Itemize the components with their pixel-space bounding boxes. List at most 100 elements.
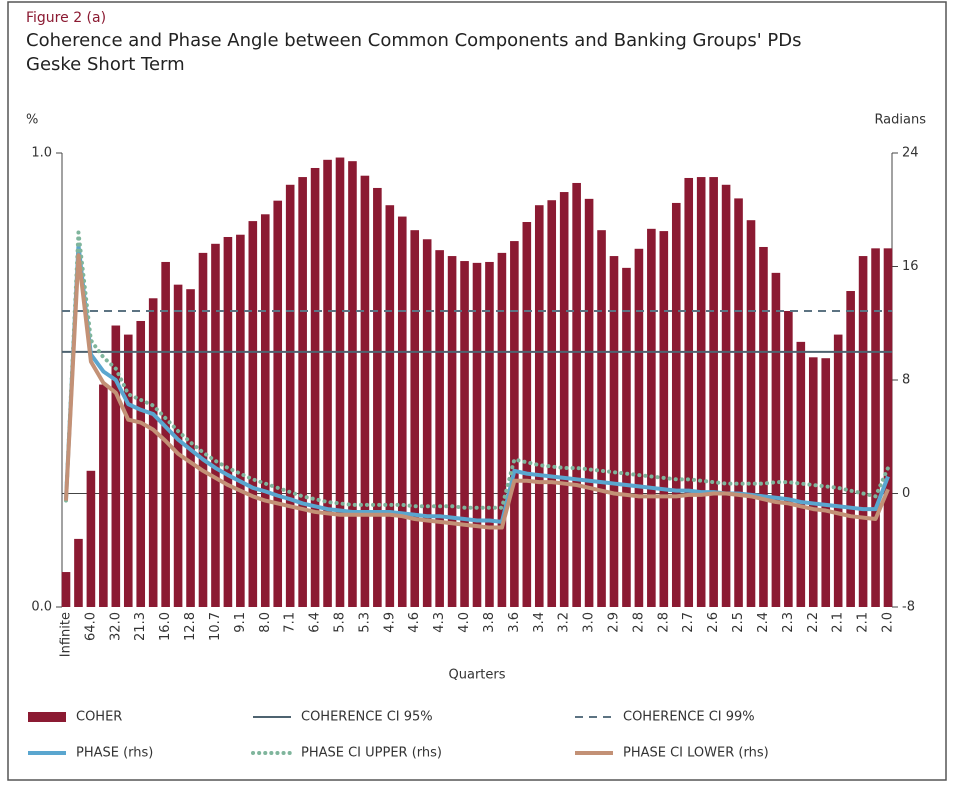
bar [572, 182, 581, 608]
bar [833, 334, 843, 607]
bar [647, 228, 656, 607]
legend-label: COHER [76, 710, 122, 725]
legend-swatch [28, 712, 66, 722]
legend-label: COHERENCE CI 95% [301, 710, 433, 725]
phase-line [64, 230, 890, 510]
x-tick-label: 2.0 [881, 612, 896, 633]
x-tick-label: 3.8 [482, 612, 497, 633]
legend-label: PHASE CI UPPER (rhs) [301, 746, 442, 761]
x-tick-label: 2.2 [806, 612, 821, 633]
bar [422, 239, 432, 607]
x-tick-label: 8.0 [258, 612, 273, 633]
bar [871, 248, 880, 607]
x-tick-label: 2.4 [756, 612, 771, 633]
bar [248, 221, 258, 607]
bar [335, 157, 345, 608]
bar [510, 241, 519, 608]
bar [721, 184, 731, 607]
bar [74, 538, 83, 607]
bar [99, 384, 108, 607]
bar [821, 358, 831, 607]
y2-tick-label: 24 [902, 146, 919, 161]
bar [485, 261, 494, 607]
x-tick-label: 2.9 [607, 612, 622, 633]
y2-axis-label: Radians [874, 113, 926, 128]
x-axis-label: Quarters [449, 668, 506, 683]
x-tick-label: 4.0 [457, 612, 472, 633]
bar [883, 248, 893, 607]
bar [609, 256, 619, 607]
bar [260, 214, 270, 608]
bar [298, 177, 307, 607]
bar [173, 284, 183, 607]
x-tick-label: 3.6 [507, 612, 522, 633]
bar [397, 216, 407, 607]
x-tick-label: Infinite [59, 612, 74, 657]
bar [472, 262, 482, 607]
x-tick-label: 5.8 [333, 612, 348, 633]
bar [696, 177, 706, 607]
bar [771, 272, 781, 607]
bar [497, 252, 507, 607]
bar [323, 159, 332, 607]
x-tick-label: 12.8 [183, 612, 198, 641]
bar [746, 220, 756, 607]
x-tick-label: 21.3 [133, 612, 148, 641]
bar [86, 470, 96, 607]
bar [385, 205, 395, 607]
x-tick-label: 2.1 [856, 612, 871, 633]
chart-title: Coherence and Phase Angle between Common… [26, 30, 802, 51]
bar [522, 222, 532, 607]
bar [310, 167, 320, 607]
x-tick-label: 2.7 [681, 612, 696, 633]
bar [634, 248, 644, 607]
y-axis-label: % [26, 113, 38, 128]
bar [285, 184, 295, 607]
figure-label: Figure 2 (a) [26, 10, 106, 26]
bar [410, 230, 420, 607]
x-tick-label: 2.3 [781, 612, 796, 633]
x-tick-label: 4.9 [382, 612, 397, 633]
bar [584, 198, 594, 607]
bar [547, 200, 557, 607]
legend-label: PHASE (rhs) [76, 746, 153, 761]
x-tick-label: 9.1 [233, 612, 248, 633]
x-tick-label: 3.4 [532, 612, 547, 633]
bar [559, 192, 569, 607]
bar [136, 320, 146, 607]
chart-subtitle: Geske Short Term [26, 54, 185, 75]
x-tick-label: 2.1 [831, 612, 846, 633]
x-tick-label: 4.6 [407, 612, 422, 633]
y2-tick-label: 8 [902, 373, 910, 388]
bar [622, 267, 631, 607]
phase-line [64, 253, 890, 530]
x-tick-label: 3.2 [557, 612, 572, 633]
bar [148, 298, 158, 607]
bar [111, 325, 121, 607]
x-tick-label: 64.0 [83, 612, 98, 641]
bar [734, 198, 743, 607]
bar [161, 261, 170, 607]
x-tick-label: 2.5 [731, 612, 746, 633]
bar [236, 234, 245, 607]
bar [784, 310, 793, 607]
bar [709, 177, 718, 607]
y-tick-label: 1.0 [31, 146, 52, 161]
x-tick-label: 7.1 [283, 612, 298, 633]
bar [348, 161, 357, 607]
x-tick-label: 5.3 [357, 612, 372, 633]
bar [373, 187, 382, 607]
y-tick-label: 0.0 [31, 600, 52, 615]
bar [796, 341, 806, 607]
x-tick-label: 4.3 [432, 612, 447, 633]
bar [597, 230, 606, 607]
bar [671, 202, 681, 607]
bar [198, 252, 208, 607]
bar [460, 261, 469, 607]
y2-tick-label: 16 [902, 259, 919, 274]
bar [659, 231, 669, 607]
x-tick-label: 32.0 [108, 612, 123, 641]
bar [759, 246, 768, 607]
bar [858, 256, 868, 607]
